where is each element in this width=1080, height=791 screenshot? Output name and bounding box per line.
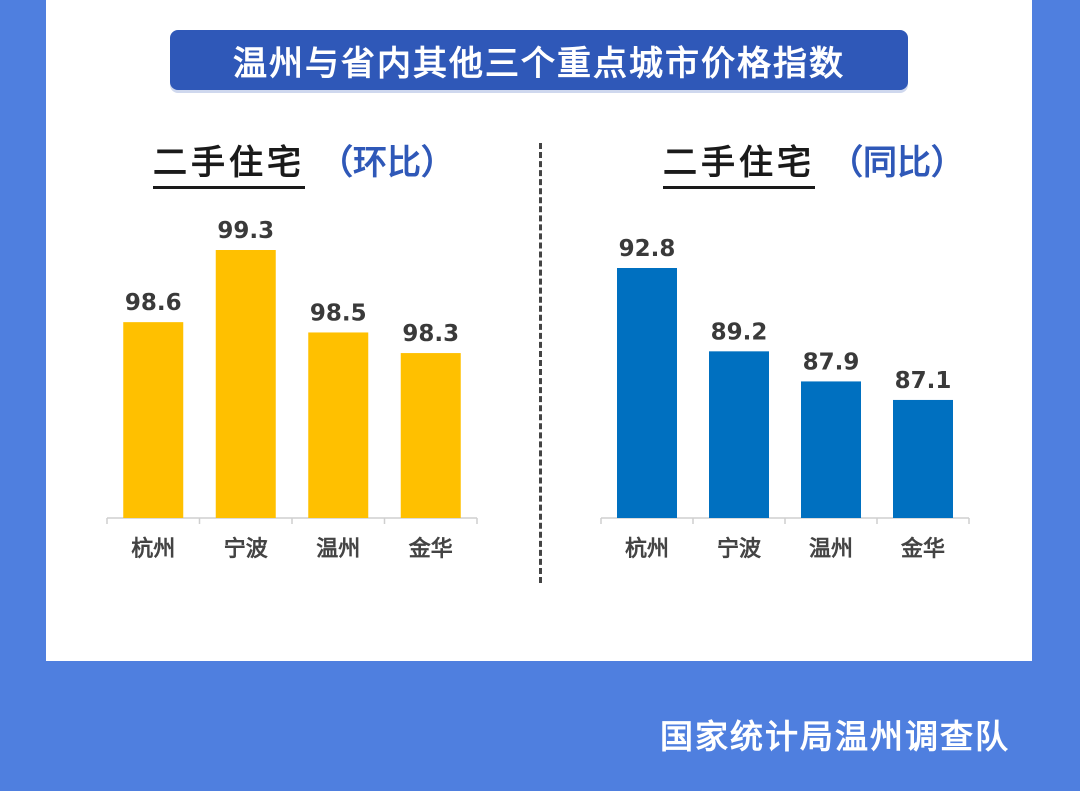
right-chart-heading: 二手住宅 （同比） bbox=[663, 143, 965, 189]
right-chart-subtitle: （同比） bbox=[829, 143, 965, 183]
right-category-label: 杭州 bbox=[625, 536, 669, 562]
left-category-label: 温州 bbox=[316, 537, 360, 562]
left-bar-value-label: 98.3 bbox=[402, 321, 459, 347]
right-bar-1 bbox=[617, 268, 677, 518]
left-chart-subtitle: （环比） bbox=[319, 143, 455, 183]
right-bar-4 bbox=[893, 399, 953, 518]
left-bar-value-label: 98.6 bbox=[125, 290, 182, 316]
right-bar-3 bbox=[801, 381, 861, 518]
left-bar-chart: 98.6 杭州 99.3 宁波 98.5 温州 98.3 金华 bbox=[106, 218, 478, 562]
left-bar-value-label: 99.3 bbox=[217, 218, 274, 244]
right-bar-chart: 92.8 杭州 89.2 宁波 87.9 温州 87.1 金华 bbox=[600, 236, 970, 562]
left-bar-1 bbox=[123, 322, 184, 518]
title-banner: 温州与省内其他三个重点城市价格指数 bbox=[170, 30, 908, 90]
right-chart-title: 二手住宅 bbox=[663, 135, 815, 189]
right-category-label: 金华 bbox=[900, 536, 945, 562]
left-bar-4 bbox=[400, 353, 461, 518]
right-bar-value-label: 87.9 bbox=[803, 349, 860, 375]
right-bar-value-label: 89.2 bbox=[711, 319, 768, 345]
page-title: 温州与省内其他三个重点城市价格指数 bbox=[233, 43, 845, 84]
left-bar-value-label: 98.5 bbox=[310, 300, 367, 326]
left-bar-2 bbox=[215, 250, 276, 518]
left-category-label: 金华 bbox=[408, 536, 453, 562]
left-category-label: 杭州 bbox=[131, 536, 175, 562]
footer-source: 国家统计局温州调查队 bbox=[660, 717, 1010, 756]
left-bar-3 bbox=[308, 332, 369, 518]
left-chart-title: 二手住宅 bbox=[153, 135, 305, 189]
right-category-label: 宁波 bbox=[717, 536, 762, 562]
left-chart-heading: 二手住宅 （环比） bbox=[153, 143, 455, 189]
chart-divider bbox=[539, 143, 542, 583]
right-bar-2 bbox=[709, 351, 769, 518]
right-bar-value-label: 92.8 bbox=[619, 236, 676, 262]
right-bar-value-label: 87.1 bbox=[895, 368, 952, 394]
left-category-label: 宁波 bbox=[224, 536, 269, 562]
right-category-label: 温州 bbox=[809, 537, 853, 562]
